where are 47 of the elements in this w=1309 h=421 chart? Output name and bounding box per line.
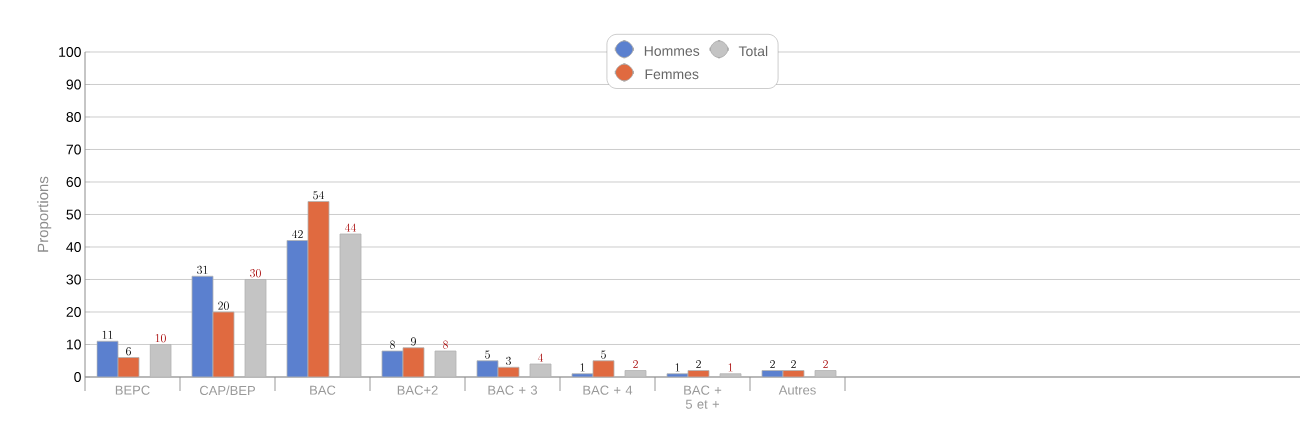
- data-label: 8: [443, 340, 448, 349]
- y-tick-label: 30: [66, 274, 81, 285]
- data-label: 54: [313, 191, 325, 200]
- data-label: 2: [823, 360, 828, 369]
- x-tick-label: BAC + 5 et +: [684, 385, 722, 409]
- data-label: 2: [696, 360, 701, 369]
- y-tick-label: 90: [66, 79, 81, 90]
- x-tick-label: BAC + 3: [488, 385, 538, 395]
- y-tick-label: 0: [74, 372, 81, 382]
- data-label: 9: [411, 337, 416, 346]
- data-label: 20: [218, 301, 229, 310]
- data-label: 1: [728, 363, 733, 372]
- y-tick-label: 80: [66, 112, 81, 122]
- legend-label: Hommes: [644, 46, 700, 56]
- data-label: 31: [197, 265, 208, 275]
- data-label: 11: [102, 330, 113, 339]
- x-tick-label: BAC: [310, 385, 336, 395]
- x-tick-label: Autres: [778, 385, 816, 395]
- x-tick-label: CAP/BEP: [199, 385, 255, 396]
- legend-label: Femmes: [645, 69, 699, 80]
- y-axis-title: Proportions: [37, 176, 52, 252]
- y-tick-label: 70: [66, 144, 81, 155]
- data-label: 3: [506, 356, 511, 366]
- y-tick-label: 20: [66, 307, 81, 317]
- y-tick-label: 100: [59, 47, 81, 57]
- x-tick-label: BEPC: [115, 385, 150, 395]
- legend-label: Total: [738, 45, 768, 57]
- data-label: 5: [485, 350, 490, 359]
- data-label: 30: [250, 269, 261, 278]
- data-label: 10: [155, 334, 166, 343]
- y-tick-label: 10: [66, 339, 81, 350]
- y-tick-label: 60: [66, 177, 81, 187]
- data-label: 1: [675, 363, 680, 372]
- data-label: 1: [580, 363, 585, 372]
- data-label: 2: [633, 360, 638, 369]
- x-tick-label: BAC+2: [397, 385, 438, 395]
- data-label: 8: [390, 340, 395, 349]
- y-tick-label: 40: [66, 242, 81, 252]
- data-label: 2: [770, 360, 775, 369]
- data-label: 2: [791, 360, 796, 369]
- x-tick-label: BAC + 4: [583, 385, 633, 395]
- data-label: 5: [601, 350, 606, 359]
- data-label: 42: [291, 230, 303, 239]
- y-tick-label: 50: [66, 209, 81, 220]
- data-label: 6: [126, 347, 131, 356]
- data-label: 44: [344, 223, 357, 232]
- data-label: 4: [537, 353, 544, 362]
